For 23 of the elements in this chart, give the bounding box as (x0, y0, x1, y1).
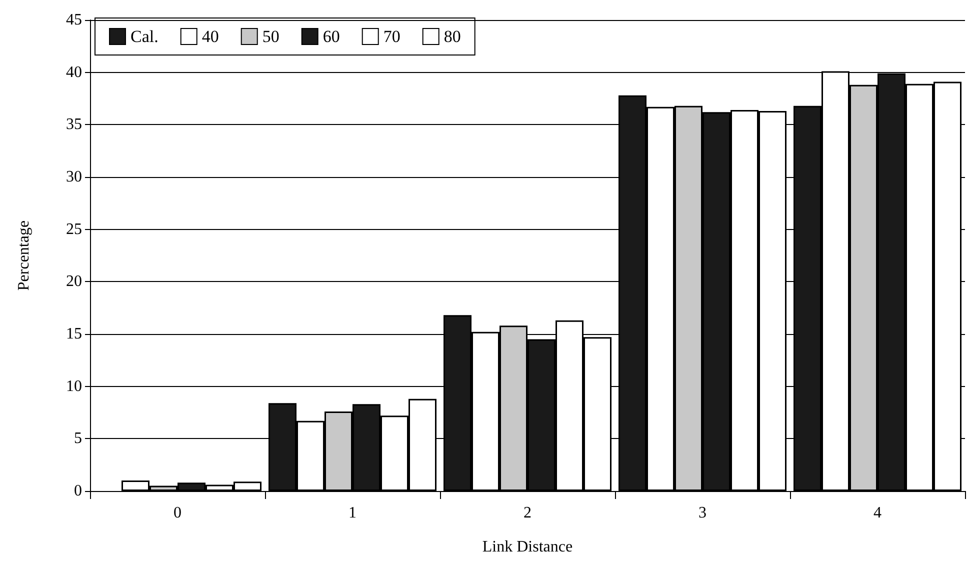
y-tick-label: 20 (66, 273, 82, 290)
y-tick-label: 30 (66, 168, 82, 186)
y-tick-label: 15 (66, 326, 82, 342)
legend-label: 60 (322, 27, 340, 46)
legend-label: 80 (444, 27, 461, 46)
y-axis-title: Percentage (16, 220, 32, 291)
legend-label: Cal. (130, 27, 158, 46)
y-tick-label: 5 (74, 430, 82, 448)
y-tick-label: 35 (66, 116, 82, 134)
x-tick-label: 3 (698, 504, 706, 522)
x-tick-label: 1 (348, 504, 356, 522)
y-tick-label: 25 (66, 220, 82, 238)
legend-label: 70 (383, 27, 400, 46)
x-tick-label: 0 (174, 504, 182, 522)
x-tick-label: 2 (524, 504, 532, 522)
y-tick-label: 10 (66, 378, 82, 395)
legend-label: 50 (262, 27, 280, 46)
x-tick-label: 4 (874, 504, 882, 522)
y-tick-label: 0 (74, 482, 82, 500)
x-axis-title: Link Distance (482, 538, 573, 556)
y-tick-label: 40 (66, 64, 82, 81)
y-tick-label: 45 (66, 12, 82, 28)
legend-label: 40 (202, 27, 219, 46)
